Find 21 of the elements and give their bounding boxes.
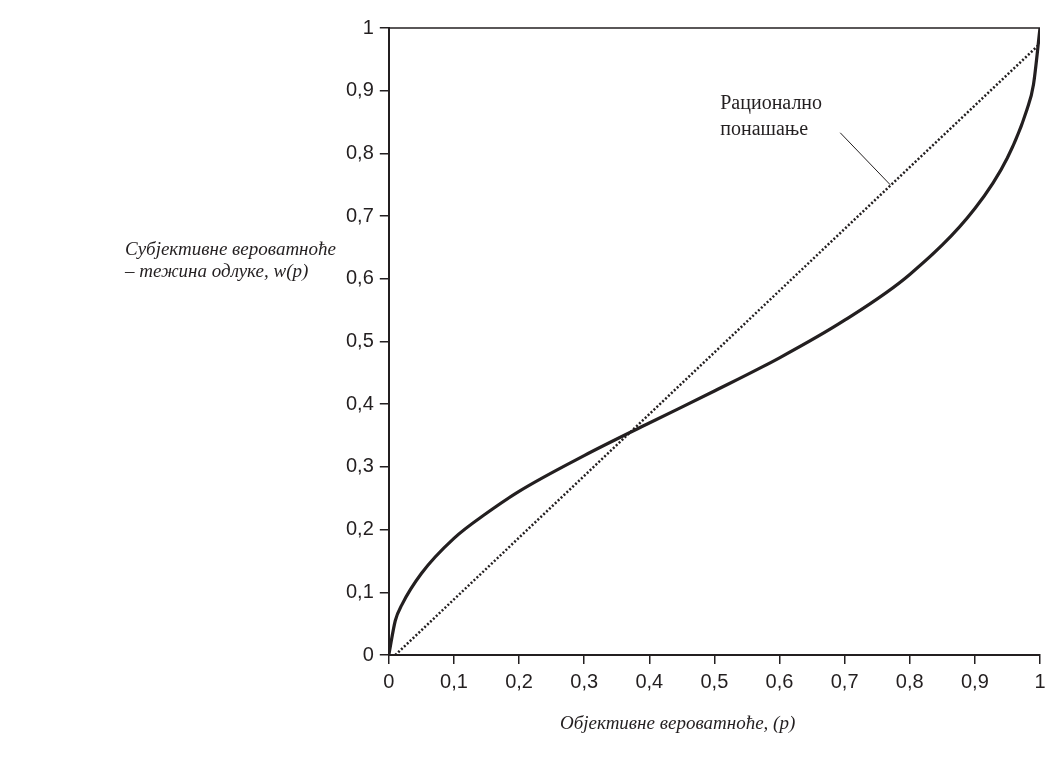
text: 0,6 [765, 669, 794, 692]
text: 0,4 [635, 669, 664, 692]
text: 0,1 [440, 669, 468, 692]
text: 0,6 [345, 266, 374, 289]
text: 0,9 [345, 78, 374, 101]
y-axis-title: Субјективне вероватноће – тежина одлуке, w(p) [125, 238, 337, 282]
text: 0,4 [345, 391, 374, 414]
text: 0,1 [345, 579, 374, 602]
text: 0,5 [700, 669, 729, 692]
text: 0,7 [830, 669, 859, 692]
text: 0,8 [895, 669, 924, 692]
annotation: Рационално понашање [720, 90, 823, 139]
x-axis-title: Објективне вероватноће, (p) [560, 712, 796, 734]
text: 0,7 [345, 203, 374, 226]
text: 0,3 [345, 454, 374, 477]
text: 0,3 [570, 669, 599, 692]
text: 0,9 [960, 669, 989, 692]
text: 0,2 [345, 517, 374, 540]
text: 0,8 [345, 140, 374, 163]
text: 0,5 [345, 329, 374, 352]
text: 0,2 [505, 669, 533, 692]
